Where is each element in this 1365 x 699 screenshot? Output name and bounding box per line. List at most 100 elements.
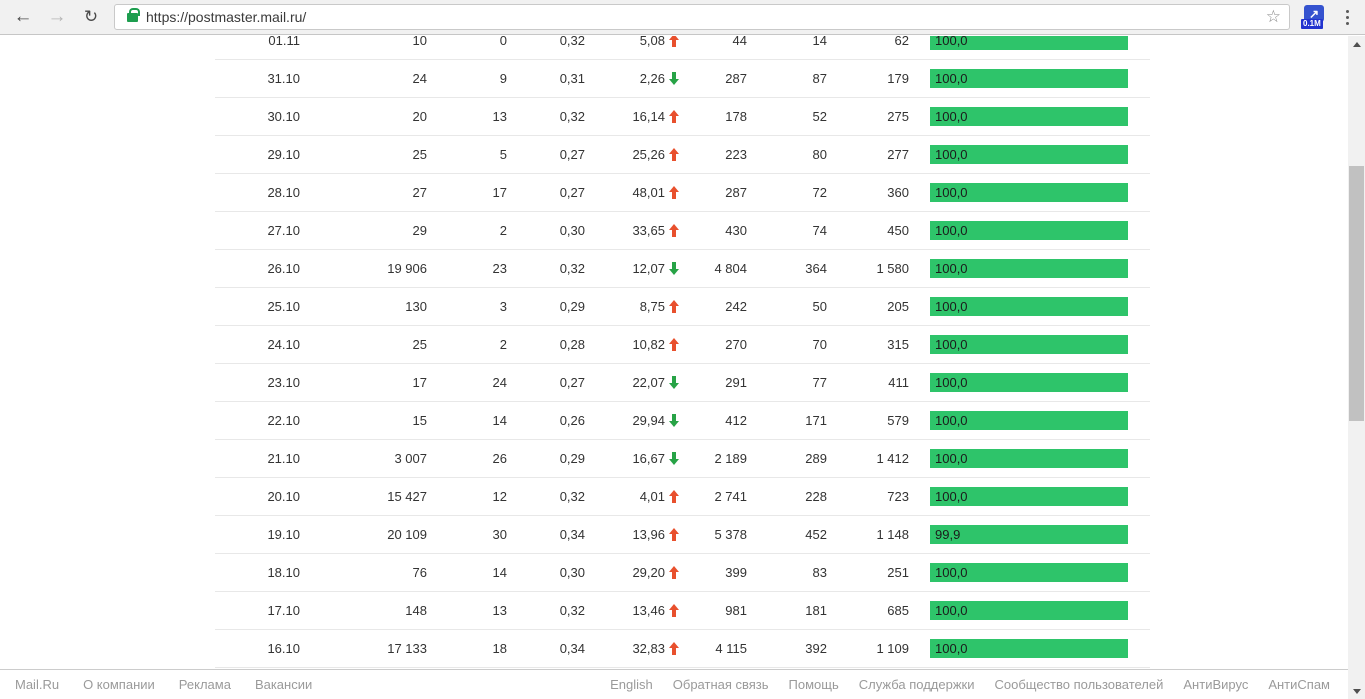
- row-col3: 0,29: [559, 451, 585, 466]
- row-delta: 16,14: [585, 109, 679, 124]
- row-col3: 0,34: [559, 641, 585, 656]
- row-col2: 26: [492, 451, 507, 466]
- row-col2: 17: [492, 185, 507, 200]
- row-bar-cell: 100,0: [909, 297, 1150, 316]
- row-col2: 14: [492, 565, 507, 580]
- row-bar-cell: 100,0: [909, 335, 1150, 354]
- row-col3: 0,30: [559, 565, 585, 580]
- row-col3: 0,30: [559, 223, 585, 238]
- row-date: 20.10: [267, 489, 300, 504]
- row-date: 19.10: [267, 527, 300, 542]
- row-col3: 0,27: [559, 375, 585, 390]
- url-text[interactable]: https://postmaster.mail.ru/: [146, 9, 307, 25]
- table-row: 29.10 25 5 0,27 25,26 223 80 277 100,0: [215, 136, 1150, 174]
- row-delta: 29,94: [585, 413, 679, 428]
- vertical-scrollbar[interactable]: [1348, 36, 1365, 699]
- footer-link-антиспам[interactable]: АнтиСпам: [1268, 677, 1330, 692]
- table-row: 01.11 10 0 0,32 5,08 44 14 62 100,0: [215, 36, 1150, 60]
- footer-link-mail.ru[interactable]: Mail.Ru: [15, 677, 60, 692]
- row-col5: 83: [812, 565, 827, 580]
- browser-toolbar: ← → ↻ https://postmaster.mail.ru/ ☆ ↗ 0.…: [0, 0, 1365, 35]
- progress-value: 100,0: [935, 375, 968, 390]
- progress-bar: 100,0: [930, 259, 1128, 278]
- row-col3: 0,27: [559, 147, 585, 162]
- progress-value: 100,0: [935, 489, 968, 504]
- progress-bar: 100,0: [930, 183, 1128, 202]
- row-date: 30.10: [267, 109, 300, 124]
- refresh-button[interactable]: ↻: [83, 7, 99, 26]
- footer-link-помощь[interactable]: Помощь: [788, 677, 839, 692]
- row-date: 31.10: [267, 71, 300, 86]
- table-row: 31.10 24 9 0,31 2,26 287 87 179 100,0: [215, 60, 1150, 98]
- row-col6: 723: [887, 489, 909, 504]
- scrollbar-thumb[interactable]: [1349, 166, 1364, 421]
- table-row: 27.10 29 2 0,30 33,65 430 74 450 100,0: [215, 212, 1150, 250]
- row-delta: 5,08: [585, 36, 679, 48]
- row-bar-cell: 100,0: [909, 639, 1150, 658]
- row-bar-cell: 100,0: [909, 563, 1150, 582]
- row-col6: 277: [887, 147, 909, 162]
- footer-link-реклама[interactable]: Реклама: [178, 677, 231, 692]
- footer-link-сообщество-пользователей[interactable]: Сообщество пользователей: [994, 677, 1164, 692]
- table-row: 22.10 15 14 0,26 29,94 412 171 579 100,0: [215, 402, 1150, 440]
- row-col6: 179: [887, 71, 909, 86]
- row-col5: 171: [805, 413, 827, 428]
- progress-bar: 100,0: [930, 297, 1128, 316]
- progress-value: 99,9: [935, 527, 961, 542]
- row-col2: 2: [499, 337, 507, 352]
- progress-bar: 100,0: [930, 487, 1128, 506]
- table-row: 30.10 20 13 0,32 16,14 178 52 275 100,0: [215, 98, 1150, 136]
- footer-link-обратная-связь[interactable]: Обратная связь: [672, 677, 769, 692]
- footer-link-вакансии[interactable]: Вакансии: [254, 677, 313, 692]
- row-col2: 30: [492, 527, 507, 542]
- progress-bar: 100,0: [930, 335, 1128, 354]
- row-delta: 16,67: [585, 451, 679, 466]
- row-date: 23.10: [267, 375, 300, 390]
- row-bar-cell: 99,9: [909, 525, 1150, 544]
- row-col4: 287: [725, 185, 747, 200]
- footer-links-left: Mail.Ru О компании Реклама Вакансии: [15, 677, 336, 692]
- row-bar-cell: 100,0: [909, 107, 1150, 126]
- progress-value: 100,0: [935, 185, 968, 200]
- row-col4: 44: [732, 36, 747, 48]
- row-col6: 1 580: [876, 261, 909, 276]
- row-col6: 62: [894, 36, 909, 48]
- row-delta: 10,82: [585, 337, 679, 352]
- trend-arrow: [669, 300, 679, 313]
- row-col2: 0: [499, 36, 507, 48]
- address-bar[interactable]: https://postmaster.mail.ru/ ☆: [114, 4, 1290, 30]
- row-col3: 0,31: [559, 71, 585, 86]
- row-col1: 29: [412, 223, 427, 238]
- table-row: 20.10 15 427 12 0,32 4,01 2 741 228 723 …: [215, 478, 1150, 516]
- footer-link-english[interactable]: English: [610, 677, 653, 692]
- row-col2: 14: [492, 413, 507, 428]
- browser-menu-button[interactable]: [1340, 6, 1355, 29]
- row-col5: 181: [805, 603, 827, 618]
- progress-bar: 99,9: [930, 525, 1128, 544]
- stats-table: 01.11 10 0 0,32 5,08 44 14 62 100,0 31.1…: [215, 36, 1150, 668]
- progress-bar: 100,0: [930, 36, 1128, 50]
- row-col4: 270: [725, 337, 747, 352]
- row-col6: 1 109: [876, 641, 909, 656]
- row-date: 17.10: [267, 603, 300, 618]
- row-col4: 412: [725, 413, 747, 428]
- row-bar-cell: 100,0: [909, 221, 1150, 240]
- progress-value: 100,0: [935, 223, 968, 238]
- back-button[interactable]: ←: [13, 6, 33, 27]
- footer-link-о-компании[interactable]: О компании: [83, 677, 155, 692]
- extension-button[interactable]: ↗ 0.1M: [1301, 5, 1326, 29]
- row-col6: 1 412: [876, 451, 909, 466]
- row-date: 18.10: [267, 565, 300, 580]
- progress-value: 100,0: [935, 261, 968, 276]
- bookmark-star-icon[interactable]: ☆: [1265, 7, 1281, 26]
- scroll-down-button[interactable]: [1348, 683, 1365, 699]
- row-col5: 289: [805, 451, 827, 466]
- row-delta: 13,96: [585, 527, 679, 542]
- scroll-up-button[interactable]: [1348, 36, 1365, 52]
- row-col4: 2 189: [714, 451, 747, 466]
- footer-link-антивирус[interactable]: АнтиВирус: [1183, 677, 1249, 692]
- progress-bar: 100,0: [930, 411, 1128, 430]
- footer-link-служба-поддержки[interactable]: Служба поддержки: [858, 677, 975, 692]
- table-row: 19.10 20 109 30 0,34 13,96 5 378 452 1 1…: [215, 516, 1150, 554]
- row-delta: 8,75: [585, 299, 679, 314]
